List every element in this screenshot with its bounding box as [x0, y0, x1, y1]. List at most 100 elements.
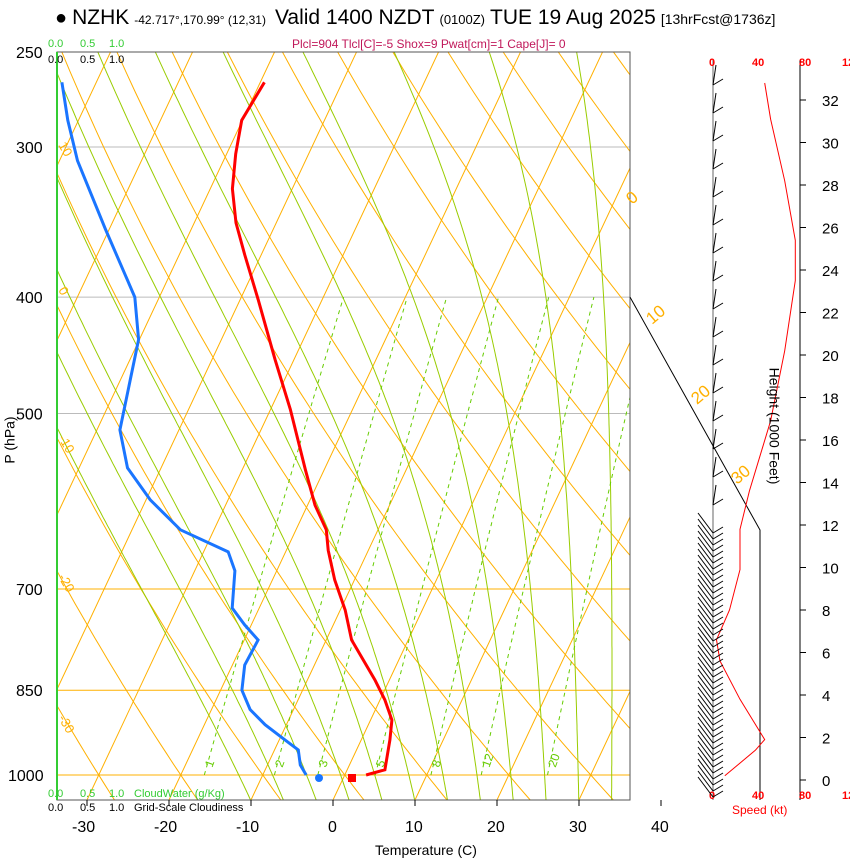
mixing-ratio-line [480, 296, 595, 776]
height-tick-label-12: 12 [822, 518, 839, 535]
height-tick-label-0: 0 [822, 773, 830, 790]
wind-barb [697, 626, 724, 648]
cloudwater-label: CloudWater (g/Kg) [134, 788, 225, 800]
station-marker-icon: ● [55, 7, 68, 29]
isotherm [496, 515, 630, 800]
wind-barb-staff [697, 524, 714, 546]
wind-barb-staff [712, 232, 717, 254]
wind-barb [697, 668, 724, 690]
wind-barb-staff [697, 530, 714, 552]
wind-barb-flag [712, 622, 724, 630]
wind-barb-flag [712, 498, 724, 506]
wind-barb-staff [712, 484, 717, 506]
wind-barb [697, 560, 724, 582]
wind-barb-staff [712, 176, 717, 198]
wind-barb-staff [712, 120, 717, 142]
height-tick-label-10: 10 [822, 561, 839, 578]
forecast-info: [13hrFcst@1736z] [660, 11, 776, 27]
wind-barb-staff [697, 554, 714, 576]
wind-barb-staff [697, 566, 714, 588]
wind-barb-staff [697, 722, 714, 744]
dry-adiabat [612, 52, 630, 76]
x-tick-label-0: 0 [328, 819, 337, 836]
plot-frame [56, 51, 631, 801]
wind-barb [697, 548, 724, 570]
height-tick-label-16: 16 [822, 433, 839, 450]
wind-barb [697, 776, 724, 798]
height-tick-label-24: 24 [822, 263, 839, 280]
wind-barb [712, 316, 724, 338]
wind-barb-staff [712, 288, 717, 310]
wind-barb-staff [697, 776, 714, 798]
isotherm-label-left: 10 [55, 139, 75, 159]
wind-barb-flag [712, 580, 724, 588]
wind-barb [697, 722, 724, 744]
wind-barb-flag [712, 246, 724, 254]
wind-speed-line [715, 82, 796, 777]
wind-barb [697, 572, 724, 594]
wind-barb [697, 608, 724, 630]
dry-adiabat [57, 704, 116, 800]
dry-adiabat [337, 52, 630, 473]
mixing-ratio-line [317, 296, 448, 776]
wind-barb-staff [697, 614, 714, 636]
wind-barb-staff [697, 578, 714, 600]
wind-barb [712, 344, 724, 366]
cloudiness-scale-top-0: 0.0 [48, 54, 64, 66]
wind-barb-staff [697, 518, 714, 540]
moist-adiabat [57, 426, 252, 800]
wind-barb [697, 524, 724, 546]
wind-barb-staff [697, 626, 714, 648]
height-tick-label-32: 32 [822, 93, 839, 110]
y-tick-label-250: 250 [16, 45, 43, 62]
wind-barb [697, 620, 724, 642]
dry-adiabat [57, 304, 365, 800]
wind-barb [697, 530, 724, 552]
wind-barb-flag [712, 790, 724, 798]
wind-barb-staff [712, 400, 717, 422]
height-tick-label-26: 26 [822, 221, 839, 238]
wind-barb [697, 644, 724, 666]
mixing-ratio-label: 8 [429, 758, 445, 769]
wind-barb-flag [712, 562, 724, 570]
speed-tick-label-bottom-120: 120 [842, 790, 850, 802]
moist-adiabat [97, 52, 416, 800]
wind-barb [712, 120, 724, 142]
cloudwater-scale-bottom-2: 1.0 [109, 788, 125, 800]
dry-adiabat [281, 52, 630, 557]
x-axis-label: Temperature (C) [375, 842, 477, 858]
wind-barb-staff [697, 596, 714, 618]
wind-barb [697, 698, 724, 720]
x-tick-label--10: -10 [236, 819, 259, 836]
wind-barb-flag [712, 688, 724, 696]
wind-barb [697, 584, 724, 606]
utc-time: (0100Z) [439, 12, 486, 27]
temperature-line [230, 81, 394, 777]
wind-barb [697, 752, 724, 774]
wind-barb-staff [697, 620, 714, 642]
y-tick-label-850: 850 [16, 683, 43, 700]
wind-barb-flag [712, 784, 724, 792]
isotherm [57, 52, 276, 517]
cloudwater-scale-top-0: 0.0 [48, 38, 64, 50]
wind-barb-staff [712, 372, 717, 394]
cloudiness-scale-bottom-0: 0.0 [48, 802, 64, 814]
dry-adiabat [557, 52, 630, 153]
mixing-ratio-label: 3 [315, 758, 331, 769]
date: TUE 19 Aug 2025 [490, 6, 656, 29]
mixing-ratio-label: 5 [373, 758, 389, 769]
wind-barb-staff [712, 260, 717, 282]
y-tick-label-700: 700 [16, 582, 43, 599]
wind-barb-flag [712, 610, 724, 618]
wind-barb-flag [712, 754, 724, 762]
wind-barb [697, 710, 724, 732]
cloudwater-scale-bottom-1: 0.5 [80, 788, 96, 800]
wind-barb-staff [697, 686, 714, 708]
wind-barb [697, 566, 724, 588]
wind-barb [712, 400, 724, 422]
mixing-ratio-label: 2 [272, 758, 288, 769]
wind-barb-staff [697, 752, 714, 774]
wind-barb [697, 536, 724, 558]
wind-barb-flag [712, 414, 724, 422]
